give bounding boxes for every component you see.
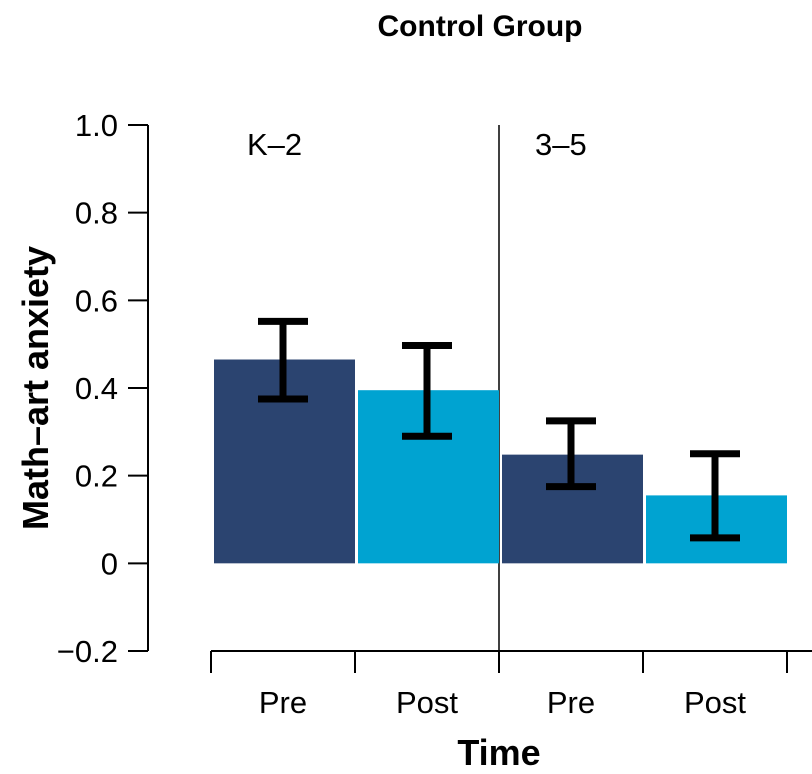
y-tick-label: 0 [101,546,118,581]
chart-marks: −0.2 0 0.2 0.4 0.6 0.8 1.0 Pre Post K–2 Pre Post 3–5 [57,108,788,720]
y-tick-label: 1.0 [75,108,118,143]
y-tick-label: 0.6 [75,283,118,318]
x-tick-label: Pre [259,685,307,720]
y-axis-label: Math–art anxiety [15,246,56,530]
x-tick-label: Post [396,685,458,720]
y-tick-label: 0.2 [75,459,118,494]
panel-label: K–2 [247,127,302,162]
y-tick-label: 0.4 [75,371,118,406]
panel-label: 3–5 [535,127,587,162]
x-tick-label: Post [684,685,746,720]
x-axis-label: Time [457,732,540,773]
x-tick-label: Pre [547,685,595,720]
y-tick-label: −0.2 [57,634,118,669]
chart-title: Control Group [377,10,583,43]
y-tick-label: 0.8 [75,196,118,231]
